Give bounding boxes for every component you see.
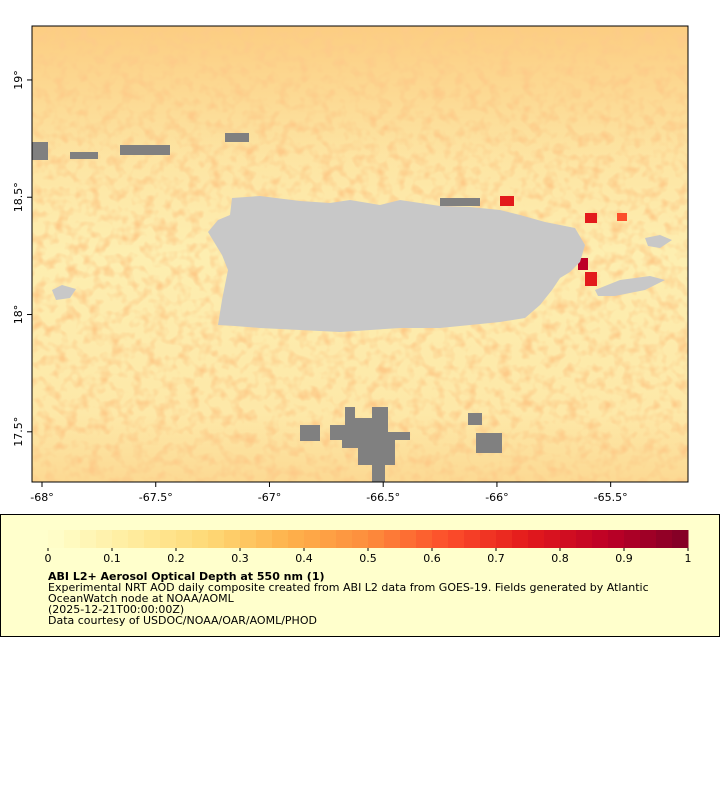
colorbar-tick-label: 1 (685, 552, 692, 565)
y-tick-label: 18° (12, 305, 25, 325)
colorbar-tick-label: 0.8 (551, 552, 569, 565)
no-data (32, 133, 502, 482)
colorbar-swatch (176, 530, 193, 548)
colorbar-swatch (320, 530, 337, 548)
x-tick-label: -67° (258, 491, 281, 504)
legend: 0 0.1 0.2 0.3 0.4 0.5 0.6 0.7 0.8 0.9 1 ABI L2+ Ae… (0, 514, 720, 637)
y-tick-label: 18.5° (12, 182, 25, 212)
y-tick-label: 19° (12, 70, 25, 90)
colorbar-swatch (640, 530, 657, 548)
axes: -68° -67.5° -67° -66.5° -66° -65.5° 17.5° 18° 18… (12, 70, 628, 504)
colorbar-swatch (416, 530, 433, 548)
map-frame (31, 25, 689, 483)
colorbar-swatch (288, 530, 305, 548)
legend-note: OceanWatch node at NOAA/AOML (48, 592, 235, 605)
map (32, 26, 688, 482)
legend-note: (2025-12-21T00:00:00Z) (48, 603, 184, 616)
colorbar-tick-label: 0.1 (103, 552, 121, 565)
colorbar-swatch (624, 530, 641, 548)
colorbar-tick-label: 0.9 (615, 552, 633, 565)
y-tick-label: 17.5° (12, 417, 25, 447)
colorbar-swatch (208, 530, 225, 548)
colorbar-swatch (592, 530, 609, 548)
colorbar-swatch (144, 530, 161, 548)
legend-note: Data courtesy of USDOC/NOAA/OAR/AOML/PHO… (48, 614, 317, 627)
colorbar-swatch (480, 530, 497, 548)
colorbar-swatch (496, 530, 513, 548)
legend-note: Experimental NRT AOD daily composite cre… (48, 581, 649, 594)
colorbar-swatch (400, 530, 417, 548)
high-aod (500, 196, 627, 286)
colorbar-tick-label: 0 (45, 552, 52, 565)
colorbar-swatch (192, 530, 209, 548)
colorbar-tick-label: 0.5 (359, 552, 377, 565)
colorbar-swatch (112, 530, 129, 548)
colorbar-swatch (128, 530, 145, 548)
colorbar-swatch (160, 530, 177, 548)
legend-title: ABI L2+ Aerosol Optical Depth at 550 nm … (48, 570, 325, 583)
colorbar-tick-label: 0.2 (167, 552, 185, 565)
land (52, 196, 672, 332)
colorbar-swatch (576, 530, 593, 548)
colorbar-swatch (96, 530, 113, 548)
colorbar-swatch (656, 530, 673, 548)
colorbar-swatch (560, 530, 577, 548)
colorbar: 0 0.1 0.2 0.3 0.4 0.5 0.6 0.7 0.8 0.9 1 (45, 530, 692, 565)
colorbar-swatch (608, 530, 625, 548)
x-tick-label: -67.5° (139, 491, 173, 504)
x-tick-label: -66° (485, 491, 508, 504)
colorbar-swatch (528, 530, 545, 548)
colorbar-tick-label: 0.6 (423, 552, 441, 565)
colorbar-swatch (352, 530, 369, 548)
legend-notes: Experimental NRT AOD daily composite cre… (48, 581, 649, 627)
x-tick-label: -65.5° (594, 491, 628, 504)
colorbar-tick-label: 0.3 (231, 552, 249, 565)
x-tick-label: -66.5° (366, 491, 400, 504)
colorbar-swatch (304, 530, 321, 548)
colorbar-swatch (448, 530, 465, 548)
colorbar-swatch (672, 530, 689, 548)
colorbar-swatch (464, 530, 481, 548)
colorbar-swatch (64, 530, 81, 548)
colorbar-swatch (272, 530, 289, 548)
colorbar-swatch (544, 530, 561, 548)
colorbar-swatch (48, 530, 65, 548)
colorbar-tick-label: 0.7 (487, 552, 505, 565)
colorbar-swatch (384, 530, 401, 548)
colorbar-swatch (240, 530, 257, 548)
colorbar-swatch (80, 530, 97, 548)
x-tick-label: -68° (30, 491, 53, 504)
colorbar-swatch (224, 530, 241, 548)
colorbar-swatch (368, 530, 385, 548)
colorbar-swatch (432, 530, 449, 548)
colorbar-tick-label: 0.4 (295, 552, 313, 565)
colorbar-swatch (336, 530, 353, 548)
colorbar-swatch (256, 530, 273, 548)
colorbar-swatch (512, 530, 529, 548)
